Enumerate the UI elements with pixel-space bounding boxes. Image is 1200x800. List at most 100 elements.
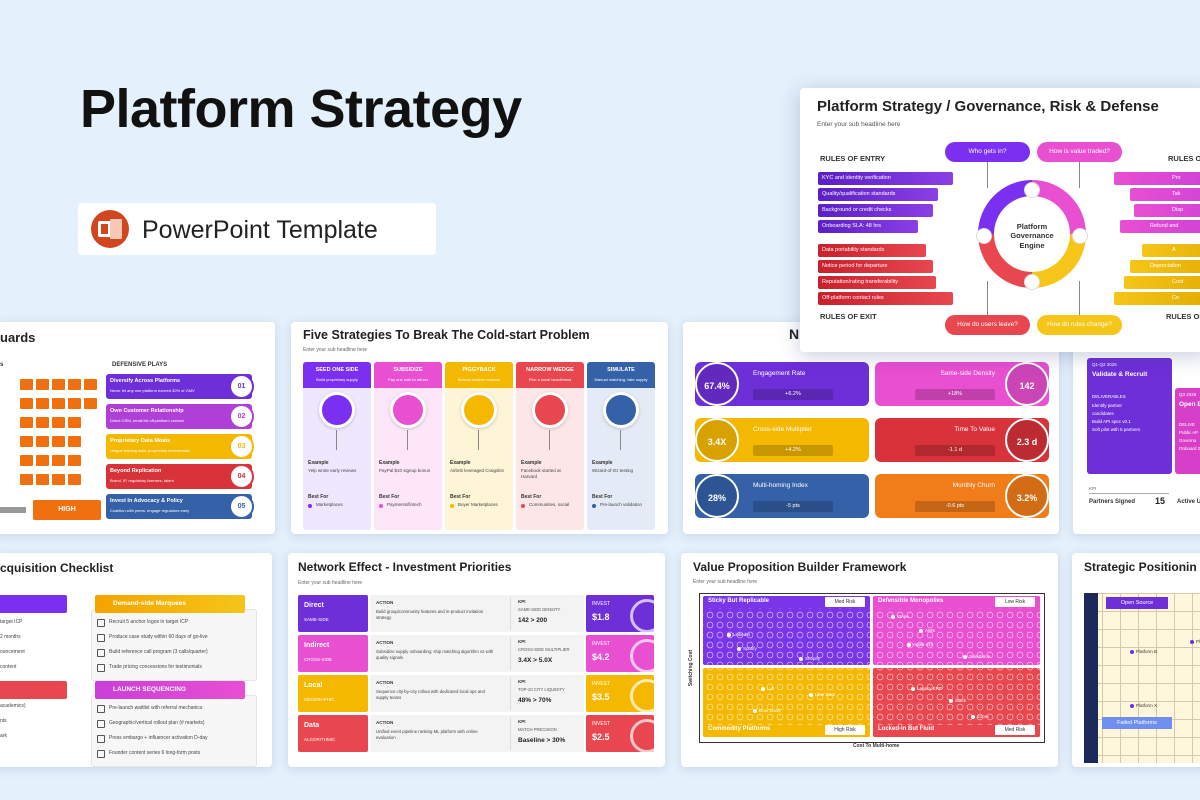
invest-box: INVEST $4.2 <box>586 635 654 672</box>
question-pill: How do users leave? <box>945 315 1030 335</box>
example-label: Example <box>521 460 542 466</box>
point-dot <box>907 643 911 647</box>
heat-cell <box>68 417 81 428</box>
point-dot <box>1190 640 1194 644</box>
rule-bar: Data portability standards <box>818 244 926 257</box>
kpi-name: CROSS-SIDE MULTIPLIER <box>518 647 570 652</box>
invest-value: $2.5 <box>592 732 610 742</box>
ring-icon <box>1024 274 1040 290</box>
metric-tile: 67.4% Engagement Rate +6.2% <box>695 362 869 406</box>
connector <box>336 430 337 450</box>
priority-title: Data <box>304 722 320 729</box>
play-number: 02 <box>229 404 254 429</box>
checkbox <box>97 649 105 657</box>
kpi-label: KPI <box>1089 486 1097 491</box>
metric-name: Time To Value <box>954 426 995 433</box>
check-item: ark <box>0 733 7 739</box>
strategy-icon <box>461 392 497 428</box>
heat-cell <box>52 417 65 428</box>
invest-value: $1.8 <box>592 612 610 622</box>
point-dot <box>891 615 895 619</box>
checkbox <box>97 720 105 728</box>
best-for-label: Best For <box>379 494 400 500</box>
column-header <box>516 362 584 388</box>
check-item: Trade pricing concessions for testimonia… <box>109 664 202 670</box>
connector <box>987 162 988 188</box>
rule-bar: Pro <box>1114 172 1200 185</box>
slide-card: Q1-Q2 2026 Validate & Recruit DELIVERABLES… <box>1073 322 1200 534</box>
slide-card: Value Proposition Builder Framework Enter… <box>681 553 1058 767</box>
checkbox <box>97 619 105 627</box>
example-text: Facebook started at Harvard <box>521 468 561 479</box>
strategy-column: SUBSIDIZE Pay one side to attract Example P… <box>374 362 442 530</box>
priority-type: CROSS-SIDE <box>304 657 333 662</box>
divider <box>510 677 511 710</box>
strategy-icon <box>603 392 639 428</box>
strategy-name: SUBSIDIZE <box>393 367 423 373</box>
kpi-label: KPI <box>518 599 526 604</box>
slide-card: Network Effect - Investment Priorities En… <box>288 553 665 767</box>
badge-text: PowerPoint Template <box>142 216 378 244</box>
heat-cell <box>20 417 33 428</box>
slide-subtitle: Enter your sub headline here <box>693 579 758 585</box>
heat-cell <box>68 455 81 466</box>
invest-value: $3.5 <box>592 692 610 702</box>
engine-core <box>994 196 1070 272</box>
arrow <box>0 507 26 513</box>
bottom-label: Failed Platforms <box>1102 717 1172 729</box>
heat-cell <box>52 379 65 390</box>
slide-subtitle: Enter your sub headline here <box>298 580 363 586</box>
point-dot <box>727 633 731 637</box>
metric-change: -1.1 d <box>915 445 995 456</box>
strategy-name: PIGGYBACK <box>462 367 496 373</box>
kpi-target: 48% > 70% <box>518 697 552 704</box>
checkbox <box>97 735 105 743</box>
point-dot <box>753 709 757 713</box>
rule-bar: Quality/qualification standards <box>818 188 938 201</box>
metric-change: +18% <box>915 389 995 400</box>
slide-title: Value Proposition Builder Framework <box>693 560 907 574</box>
slide-title: uards <box>0 330 36 345</box>
best-for-label: Best For <box>308 494 329 500</box>
heat-cell <box>68 379 81 390</box>
point-dot <box>761 687 765 691</box>
slide-card: Strategic Positionin VALUE CREATED Open So… <box>1072 553 1200 767</box>
point-label: Slack <box>955 698 967 703</box>
invest-box: INVEST $2.5 <box>586 715 654 752</box>
rule-bar: Background or credit checks <box>818 204 933 217</box>
strategy-tagline: Pay one side to attract <box>388 377 428 382</box>
heat-cell <box>20 474 33 485</box>
check-item: Founder content series 6 long-form posts <box>109 750 201 756</box>
check-item: content <box>0 664 17 670</box>
strategy-column: SIMULATE Manual matching, fake supply Exam… <box>587 362 655 530</box>
priority-name: Data ALGORITHMIC <box>298 715 368 752</box>
action-box: ACTION Build group/community features and… <box>370 595 584 632</box>
play-number: 01 <box>229 374 254 399</box>
question-pill: How is value traded? <box>1037 142 1122 162</box>
heat-cell <box>36 474 49 485</box>
metric-name: Engagement Rate <box>753 370 806 377</box>
axis-label: Cost To Multi-home <box>853 743 900 749</box>
point-label: Platform X <box>1136 703 1158 708</box>
play-number: 05 <box>229 494 254 519</box>
strategy-name: SEED ONE SIDE <box>315 367 359 373</box>
kpi-name: TOP-10 CITY LIQUIDITY <box>518 687 565 692</box>
metric-change: -0.6 pts <box>915 501 995 512</box>
connector <box>620 430 621 450</box>
metric-value: 28% <box>695 474 739 518</box>
invest-label: INVEST <box>592 641 611 647</box>
risk-badge: Med Risk <box>995 725 1035 735</box>
grid-area <box>1084 593 1200 763</box>
quadrant-label: Open Source <box>1106 597 1168 609</box>
slide-title: cquisition Checklist <box>0 561 114 575</box>
bullet <box>521 504 525 508</box>
point-label: Salesforce <box>969 654 991 659</box>
strategy-icon <box>532 392 568 428</box>
checkbox <box>97 750 105 758</box>
example-text: Yelp wrote early reviews <box>308 468 357 473</box>
invest-label: INVEST <box>592 721 611 727</box>
kpi-target: Baseline > 30% <box>518 737 566 744</box>
check-item: Produce case study within 60 days of go-… <box>109 634 208 640</box>
deliverable: Identify partner <box>1092 403 1123 408</box>
question-pill: How do rules change? <box>1037 315 1122 335</box>
